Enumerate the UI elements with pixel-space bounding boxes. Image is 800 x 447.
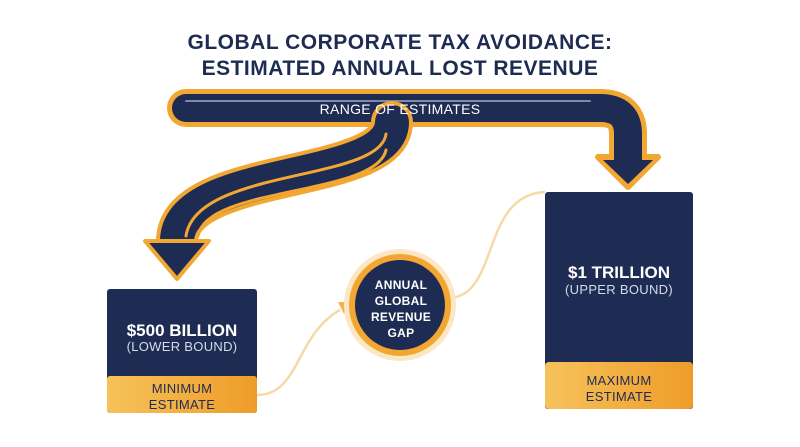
maximum-estimate-band: [545, 362, 693, 409]
range-label: RANGE OF ESTIMATES: [319, 101, 481, 117]
footer-line: MAXIMUM: [586, 373, 652, 388]
gap-line: ANNUAL: [374, 278, 428, 292]
maximum-estimate-label: MAXIMUM ESTIMATE: [545, 373, 693, 405]
connector-gap-to-upper: [447, 190, 546, 300]
connector-lower-to-gap: [256, 308, 341, 397]
lower-value: $500 BILLION: [126, 321, 238, 340]
footer-line: ESTIMATE: [585, 389, 653, 404]
gap-line: REVENUE: [370, 310, 432, 324]
range-arrow-right: [167, 89, 661, 190]
gap-line: GLOBAL: [374, 294, 428, 308]
gap-circle: [355, 260, 445, 350]
revenue-gap-label: ANNUAL GLOBAL REVENUE GAP: [356, 277, 446, 341]
lower-sublabel: (LOWER BOUND): [126, 339, 238, 354]
footer-line: MINIMUM: [151, 381, 213, 396]
range-arrowhead-left: [143, 239, 211, 281]
upper-sublabel: (UPPER BOUND): [565, 282, 673, 297]
footer-line: ESTIMATE: [148, 397, 216, 412]
upper-value: $1 TRILLION: [567, 263, 670, 282]
title-line-1: GLOBAL CORPORATE TAX AVOIDANCE:: [187, 31, 613, 54]
minimum-estimate-label: MINIMUM ESTIMATE: [107, 381, 257, 413]
minimum-estimate-band: [107, 376, 257, 413]
title-line-2: ESTIMATED ANNUAL LOST REVENUE: [201, 57, 599, 80]
range-arrow-left: [156, 101, 413, 261]
gap-line: GAP: [387, 326, 415, 340]
upper-estimate-box: [545, 192, 693, 409]
